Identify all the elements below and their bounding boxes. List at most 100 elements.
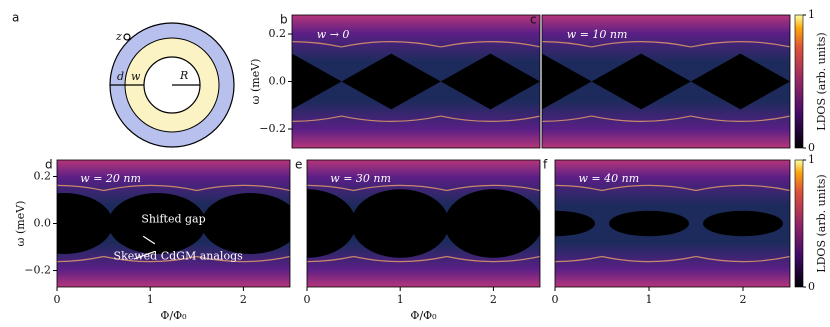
y-axis-label: ω (meV) (249, 59, 262, 105)
band-line (292, 115, 342, 122)
band-line (196, 255, 290, 263)
frame (306, 159, 541, 288)
y-tick-label: 0.0 (34, 217, 52, 230)
panel: d w = 20 nm 0.2 0.0 −0.2 0 1 2 ω (meV) Φ/Φ₀ Shifte… (14, 158, 291, 322)
x-axis-label: Φ/Φ₀ (410, 309, 437, 322)
x-tick-label: 2 (740, 293, 747, 306)
band-line (690, 115, 790, 122)
colorbar-label: LDOS (arb. units) (815, 32, 828, 130)
z-label: z (115, 30, 122, 43)
d-label: d (117, 70, 124, 83)
panel: e w = 30 nm 0 1 2 Φ/Φ₀ (295, 158, 541, 322)
gap (591, 53, 691, 110)
heatmap (542, 15, 790, 148)
x-tick-label: 1 (147, 293, 154, 306)
band-line (307, 184, 354, 192)
gap (555, 210, 595, 237)
annotation: w = 40 nm (579, 172, 640, 185)
x-tick-label: 0 (552, 293, 559, 306)
x-axis-label: Φ/Φ₀ (160, 309, 187, 322)
band-line (353, 184, 447, 192)
annotation: w → 0 (317, 28, 350, 41)
y-tick-label: 0.2 (34, 169, 52, 182)
gap (351, 189, 450, 258)
heatmap (292, 15, 540, 148)
panel-label: c (530, 13, 537, 27)
annotation: w = 10 nm (567, 28, 628, 41)
colorbar-tick-label: 1 (808, 8, 815, 21)
panel: b w → 0 0.2 0.0 −0.2 ω (meV) (249, 13, 541, 149)
frame (541, 14, 791, 149)
band-line (542, 41, 592, 48)
colorbar (794, 14, 804, 149)
band-line (57, 184, 104, 192)
gap (440, 53, 540, 110)
arrow (142, 235, 156, 245)
panel: f w = 40 nm 0 1 2 (543, 158, 791, 306)
heatmap (555, 160, 790, 287)
y-axis-label: ω (meV) (14, 201, 27, 247)
band-line (103, 184, 197, 192)
panel-label: b (280, 13, 288, 27)
x-tick-label: 2 (240, 293, 247, 306)
gap (108, 193, 207, 254)
band-line (555, 255, 603, 263)
band-line (196, 184, 290, 192)
y-tick-label: 0.2 (269, 27, 287, 40)
band-line (57, 255, 104, 263)
gap (307, 189, 356, 258)
heatmap (57, 160, 290, 287)
heatmap (307, 160, 540, 287)
gap (609, 210, 689, 237)
y-tick-label: 0.0 (269, 75, 287, 88)
panel-label: f (543, 158, 548, 172)
band-line (695, 184, 790, 192)
annotation: w = 20 nm (80, 172, 141, 185)
arrow (133, 250, 156, 260)
gap (201, 193, 290, 254)
note: Shifted gap (141, 213, 205, 226)
schematic: a z d w R (12, 11, 235, 148)
band-line (690, 41, 790, 48)
band-line (103, 255, 197, 263)
band-line (307, 255, 354, 263)
band-line (695, 255, 790, 263)
panel: c w = 10 nm (530, 13, 791, 149)
band-line (591, 41, 691, 48)
gap (341, 53, 441, 110)
panel-label: d (45, 158, 53, 172)
x-tick-label: 1 (646, 293, 653, 306)
gap (690, 53, 790, 110)
gap (292, 53, 342, 110)
band-line (292, 41, 342, 48)
annotation: w = 30 nm (330, 172, 391, 185)
band-line (440, 115, 540, 122)
gap (444, 189, 540, 258)
frame (554, 159, 791, 288)
y-tick-label: −0.2 (24, 264, 51, 277)
y-tick-label: −0.2 (259, 122, 286, 135)
panel-label: e (295, 158, 302, 172)
x-tick-label: 1 (397, 293, 404, 306)
band-line (555, 184, 603, 192)
band-line (341, 115, 441, 122)
gap (703, 210, 783, 237)
band-line (341, 41, 441, 48)
x-tick-label: 2 (490, 293, 497, 306)
gap (542, 53, 592, 110)
colorbar (794, 159, 804, 288)
colorbar-tick-label: 1 (808, 153, 815, 166)
band-line (601, 184, 697, 192)
colorbar-tick-label: 0 (808, 141, 815, 154)
colorbar-label: LDOS (arb. units) (815, 174, 828, 272)
colorbar-tick-label: 0 (808, 280, 815, 293)
r-label: R (179, 69, 188, 82)
panel-label: a (12, 11, 19, 25)
x-tick-label: 0 (54, 293, 61, 306)
w-label: w (131, 70, 141, 83)
band-line (542, 115, 592, 122)
x-tick-label: 0 (304, 293, 311, 306)
band-line (446, 184, 540, 192)
band-line (446, 255, 540, 263)
